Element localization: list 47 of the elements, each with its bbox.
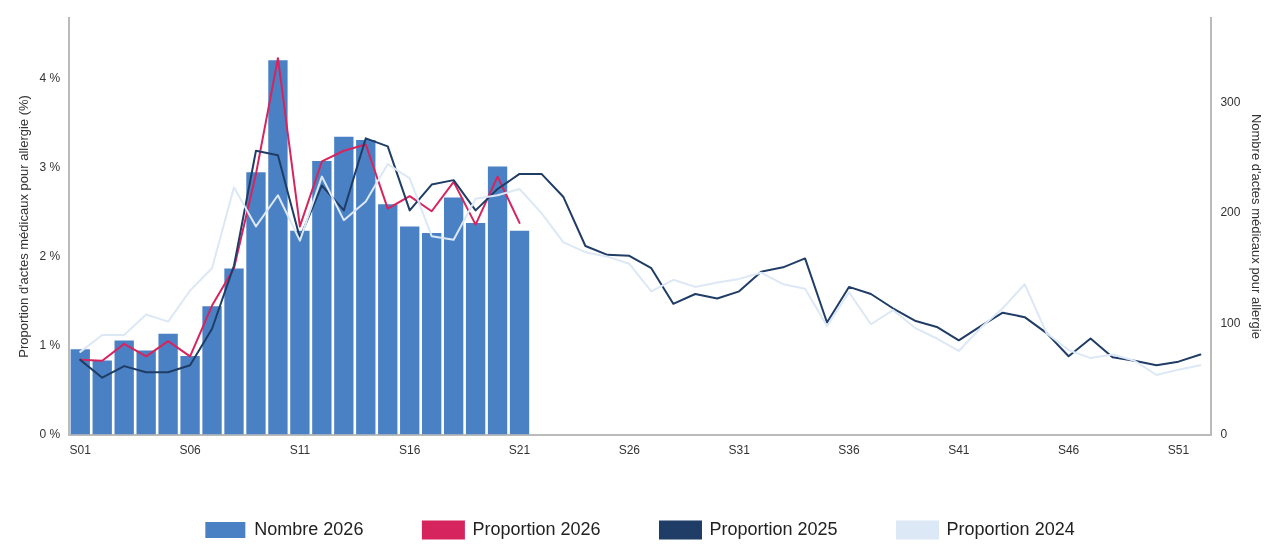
- bar: [312, 161, 332, 435]
- x-tick-label: S26: [618, 443, 641, 458]
- y-tick-label: 4 %: [39, 71, 61, 86]
- bar: [378, 204, 398, 435]
- bar: [70, 349, 90, 435]
- y-tick-label: 0 %: [39, 426, 61, 441]
- y-tick-label: 1 %: [39, 337, 61, 352]
- bar: [443, 197, 464, 435]
- y-tick-label: 2 %: [39, 248, 61, 263]
- legend-label: Nombre 2026: [254, 518, 364, 539]
- x-tick-label: S16: [399, 443, 421, 458]
- y-tick-label: 3 %: [39, 159, 61, 174]
- bar: [246, 172, 266, 435]
- x-tick-label: S06: [179, 443, 202, 458]
- x-tick-label: S51: [1167, 443, 1190, 458]
- x-tick-label: S41: [948, 443, 970, 458]
- bar: [114, 340, 134, 435]
- bar: [509, 230, 530, 435]
- bar: [465, 223, 486, 435]
- legend-label: Proportion 2024: [946, 518, 1075, 539]
- bar: [224, 268, 244, 435]
- bar: [487, 166, 508, 435]
- y2-tick-label: 300: [1220, 94, 1241, 109]
- x-tick-label: S21: [508, 443, 531, 458]
- bar: [158, 333, 178, 435]
- y2-tick-label: 200: [1220, 205, 1241, 220]
- bar: [334, 136, 354, 435]
- bar: [202, 306, 222, 435]
- bar: [400, 226, 420, 435]
- bar: [290, 230, 310, 435]
- y2-tick-label: 100: [1220, 316, 1241, 331]
- x-tick-label: S11: [289, 443, 311, 458]
- x-tick-label: S31: [728, 443, 751, 458]
- bar: [356, 140, 376, 435]
- x-tick-label: S36: [838, 443, 860, 458]
- legend-label: Proportion 2025: [709, 518, 838, 539]
- x-tick-label: S01: [69, 443, 92, 458]
- bar: [180, 355, 200, 435]
- bar: [422, 233, 442, 435]
- y-axis-title: Proportion d'actes médicaux pour allergie (%): [16, 95, 32, 358]
- x-tick-label: S46: [1057, 443, 1080, 458]
- bar: [136, 350, 156, 435]
- legend-label: Proportion 2026: [472, 518, 601, 539]
- bar: [92, 360, 112, 435]
- y2-tick-label: 0: [1220, 426, 1228, 441]
- bar: [268, 60, 288, 435]
- y2-axis-title: Nombre d'actes médicaux pour allergie: [1248, 113, 1264, 339]
